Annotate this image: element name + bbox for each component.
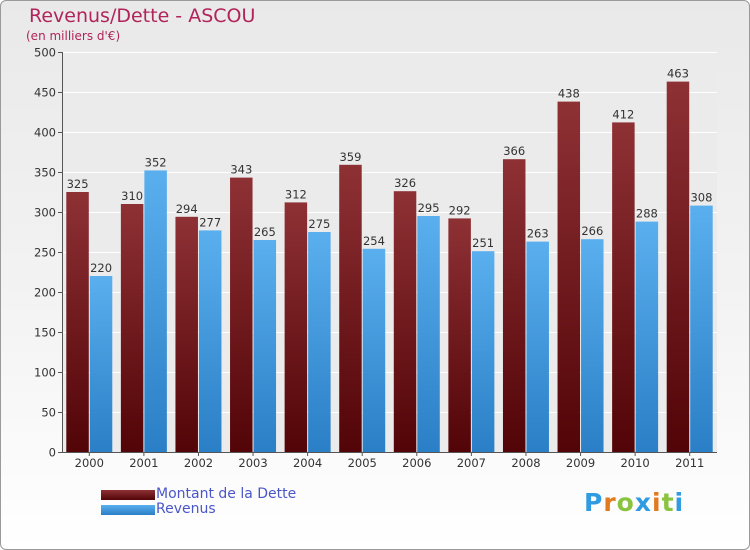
chart-title: Revenus/Dette - ASCOU — [29, 5, 256, 27]
proxiti-logo: Proxiti — [584, 488, 684, 517]
data-label-revenus-2011: 308 — [690, 191, 712, 205]
data-label-debt-2001: 310 — [121, 189, 143, 203]
y-tick-label: 500 — [34, 46, 56, 60]
bar-revenus-2004 — [308, 232, 331, 452]
data-label-debt-2009: 438 — [558, 87, 580, 101]
y-tick-label: 350 — [34, 166, 56, 180]
y-tick-label: 0 — [49, 446, 56, 460]
x-tick-label: 2005 — [348, 456, 377, 470]
x-tick-label: 2002 — [184, 456, 213, 470]
x-tick-label: 2004 — [293, 456, 322, 470]
y-tick-label: 100 — [34, 366, 56, 380]
y-tick-label: 200 — [34, 286, 56, 300]
data-label-revenus-2010: 288 — [636, 207, 658, 221]
logo-letter: t — [661, 488, 675, 517]
bar-revenus-2005 — [362, 248, 386, 452]
data-label-debt-2004: 312 — [285, 187, 307, 201]
bar-debt-2005 — [339, 164, 362, 453]
data-label-revenus-2002: 277 — [199, 215, 221, 229]
x-tick-label: 2009 — [566, 456, 595, 470]
legend-label-revenus: Revenus — [156, 501, 216, 517]
x-tick-label: 2011 — [675, 456, 704, 470]
legend-swatch-debt — [101, 490, 155, 500]
bar-revenus-2000 — [89, 276, 113, 452]
y-tick-label: 400 — [34, 126, 56, 140]
x-tick-label: 2010 — [620, 456, 649, 470]
logo-letter: i — [652, 488, 662, 517]
y-tick-label: 250 — [34, 246, 56, 260]
bar-debt-2009 — [557, 101, 581, 452]
bar-debt-2004 — [284, 202, 308, 452]
bar-debt-2011 — [666, 81, 690, 452]
data-label-revenus-2008: 263 — [527, 227, 549, 241]
data-label-debt-2007: 292 — [449, 203, 471, 217]
x-tick-label: 2000 — [75, 456, 104, 470]
logo-letter: i — [674, 488, 685, 517]
data-label-debt-2000: 325 — [67, 177, 89, 191]
bar-debt-2002 — [175, 216, 198, 452]
data-label-revenus-2001: 352 — [145, 155, 167, 169]
bar-revenus-2007 — [471, 251, 495, 452]
y-tick-label: 450 — [34, 86, 56, 100]
x-tick-label: 2008 — [511, 456, 540, 470]
bar-debt-2010 — [612, 122, 635, 453]
data-label-debt-2006: 326 — [394, 176, 416, 190]
data-label-revenus-2006: 295 — [418, 201, 440, 215]
bar-debt-2007 — [448, 218, 471, 452]
legend-swatch-revenus — [101, 505, 155, 515]
x-tick-label: 2007 — [457, 456, 486, 470]
bar-revenus-2006 — [417, 216, 440, 452]
legend-label-debt: Montant de la Dette — [156, 486, 297, 502]
x-tick-label: 2001 — [129, 456, 158, 470]
y-tick-label: 150 — [34, 326, 56, 340]
chart-subtitle: (en milliers d'€) — [26, 29, 121, 43]
bar-revenus-2010 — [635, 221, 659, 452]
data-label-revenus-2005: 254 — [363, 234, 385, 248]
data-label-revenus-2007: 251 — [472, 236, 494, 250]
bar-revenus-2001 — [144, 170, 167, 452]
data-label-debt-2005: 359 — [339, 150, 361, 164]
bar-debt-2003 — [230, 177, 253, 452]
data-label-debt-2010: 412 — [612, 107, 634, 121]
x-tick-label: 2006 — [402, 456, 431, 470]
data-label-revenus-2003: 265 — [254, 225, 276, 239]
y-tick-label: 50 — [41, 406, 56, 420]
x-tick-label: 2003 — [238, 456, 267, 470]
bar-debt-2000 — [66, 192, 89, 452]
bar-debt-2001 — [120, 204, 144, 452]
bar-revenus-2009 — [581, 239, 604, 452]
data-label-debt-2011: 463 — [667, 67, 689, 81]
data-label-debt-2002: 294 — [176, 202, 198, 216]
logo-letter: x — [634, 488, 652, 517]
logo-letter: P — [584, 488, 604, 517]
data-label-revenus-2000: 220 — [90, 261, 112, 275]
bar-revenus-2011 — [690, 205, 713, 452]
bar-revenus-2008 — [526, 241, 549, 452]
bar-revenus-2003 — [253, 240, 277, 452]
data-label-revenus-2009: 266 — [581, 224, 603, 238]
y-tick-label: 300 — [34, 206, 56, 220]
bar-debt-2006 — [393, 191, 417, 452]
data-label-debt-2008: 366 — [503, 144, 525, 158]
bar-debt-2008 — [502, 159, 526, 452]
logo-letter: r — [603, 488, 617, 517]
logo-letter: o — [616, 488, 635, 517]
bar-revenus-2002 — [198, 230, 222, 452]
data-label-debt-2003: 343 — [230, 163, 252, 177]
data-label-revenus-2004: 275 — [308, 217, 330, 231]
